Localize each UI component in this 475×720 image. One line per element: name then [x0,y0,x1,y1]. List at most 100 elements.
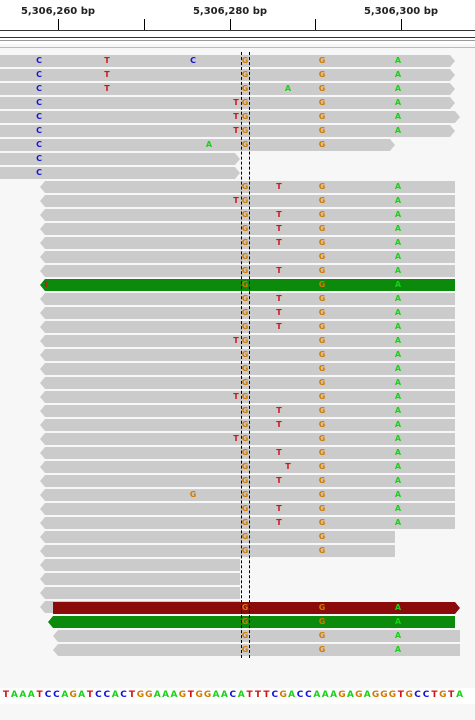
read-body [53,644,460,656]
mismatch-base: T [233,392,239,401]
mismatch-base: G [241,631,249,640]
reference-base: G [145,690,153,700]
mismatch-base: T [104,70,110,79]
reference-base: C [229,690,237,700]
mismatch-base: G [241,70,249,79]
track-divider [0,47,475,48]
reference-base: C [414,690,421,700]
mismatch-base: C [36,140,42,149]
mismatch-base: G [318,378,326,387]
read-body [0,97,455,109]
ruler-baseline [0,30,475,31]
track-divider [0,40,475,41]
mismatch-base: G [318,434,326,443]
read-body [0,55,455,67]
mismatch-base: A [394,224,402,233]
mismatch-base: G [318,322,326,331]
mismatch-base: A [394,364,402,373]
mismatch-base: A [205,140,213,149]
mismatch-base: A [394,196,402,205]
aligned-read[interactable]: C [0,167,240,179]
mismatch-base: A [394,308,402,317]
mismatch-base: A [394,603,402,612]
read-body [48,616,455,628]
mismatch-base: G [241,406,249,415]
read-body [53,602,460,614]
mismatch-base: C [36,168,42,177]
mismatch-base: G [318,112,326,121]
mismatch-base: T [276,448,282,457]
reference-base: C [305,690,312,700]
read-body [40,349,455,361]
read-body [0,125,455,137]
mismatch-base: G [318,182,326,191]
mismatch-base: G [318,196,326,205]
aligned-read[interactable] [40,587,240,599]
mismatch-base: G [241,476,249,485]
reference-base: C [271,690,279,700]
mismatch-base: G [318,294,326,303]
mismatch-base: G [241,336,249,345]
reference-base: A [27,690,35,700]
aligned-read[interactable] [40,559,240,571]
genomic-ruler[interactable]: 5,306,260 bp 5,306,280 bp 5,306,300 bp [0,0,475,44]
mismatch-base: G [241,448,249,457]
aligned-read[interactable]: C [0,153,240,165]
mismatch-base: G [241,56,249,65]
aligned-read[interactable] [40,573,240,585]
mismatch-base: T [276,210,282,219]
mismatch-base: G [241,294,249,303]
mismatch-base: T [233,98,239,107]
mismatch-base: G [241,182,249,191]
mismatch-base: G [318,350,326,359]
mismatch-base: G [241,266,249,275]
read-body [40,433,455,445]
mismatch-base: A [284,84,292,93]
mismatch-base: A [394,462,402,471]
mismatch-base: A [394,280,402,289]
mismatch-base: G [318,280,326,289]
read-body [40,517,455,529]
mismatch-base: A [394,504,402,513]
